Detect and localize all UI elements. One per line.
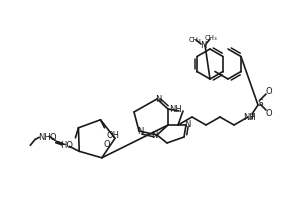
Text: S: S — [257, 98, 263, 107]
Text: N: N — [155, 94, 161, 103]
Text: N: N — [151, 131, 157, 140]
Text: O: O — [266, 109, 272, 118]
Text: O: O — [103, 139, 110, 148]
Text: N: N — [184, 120, 190, 129]
Text: NH: NH — [168, 105, 181, 114]
Text: OH: OH — [106, 131, 119, 140]
Text: CH₃: CH₃ — [188, 37, 201, 43]
Text: O: O — [266, 87, 272, 96]
Text: NH: NH — [38, 132, 51, 141]
Text: O: O — [50, 132, 57, 141]
Text: N: N — [137, 127, 143, 136]
Text: HO: HO — [60, 141, 73, 149]
Text: CH₃: CH₃ — [205, 35, 218, 41]
Text: NH: NH — [243, 113, 255, 122]
Text: N: N — [200, 41, 206, 50]
